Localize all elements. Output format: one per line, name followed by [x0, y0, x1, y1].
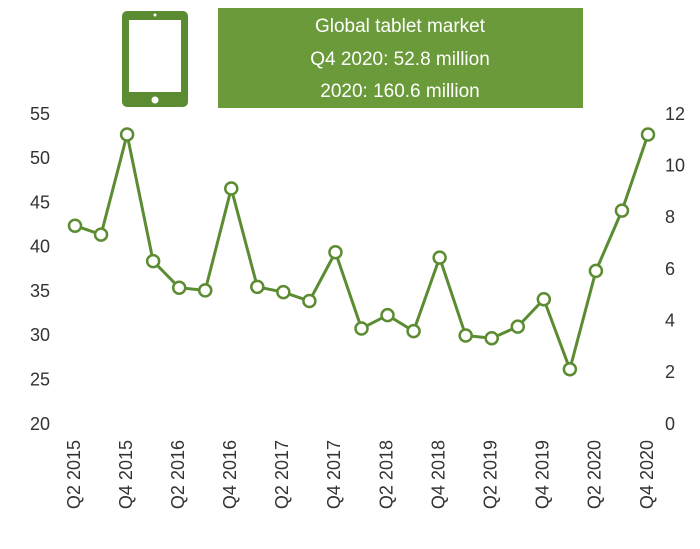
point: [67, 218, 83, 233]
x-tick-label: Q4 2015: [116, 440, 136, 509]
point: [614, 203, 630, 218]
point: [562, 361, 578, 377]
point: [171, 280, 187, 295]
point: [458, 328, 473, 343]
point: [380, 307, 395, 323]
annotation-box: [218, 8, 583, 108]
tablet-icon: [122, 11, 188, 107]
x-tick-label: Q4 2020: [637, 440, 657, 509]
x-tick-label: Q2 2016: [168, 440, 188, 509]
y2-tick-label: 10: [665, 155, 685, 175]
y2-tick-label: 8: [665, 207, 675, 227]
x-tick-label: Q4 2017: [324, 440, 344, 509]
x-tick-label: Q4 2016: [220, 440, 240, 509]
point: [328, 245, 343, 260]
point: [588, 263, 604, 279]
point: [197, 283, 213, 298]
x-tick-label: Q2 2019: [480, 440, 500, 509]
x-tick-label: Q2 2018: [376, 440, 396, 509]
x-tick-label: Q4 2018: [428, 440, 448, 509]
point: [276, 284, 291, 300]
y2-tick-label: 2: [665, 362, 675, 382]
y-tick-label: 50: [30, 148, 50, 168]
x-tick-label: Q2 2015: [64, 440, 84, 509]
point: [93, 227, 109, 242]
point: [354, 321, 369, 336]
y-tick-label: 20: [30, 414, 50, 434]
point: [145, 253, 161, 269]
x-tick-label: Q2 2020: [585, 440, 605, 509]
y-tick-label: 55: [30, 104, 50, 124]
y-tick-label: 45: [30, 192, 50, 212]
point: [432, 250, 447, 265]
y2-tick-label: 0: [665, 414, 675, 434]
x-tick-label: Q2 2017: [272, 440, 292, 509]
point: [510, 319, 526, 334]
y-tick-label: 35: [30, 281, 50, 301]
point: [640, 127, 656, 142]
point: [224, 181, 239, 196]
point: [484, 330, 499, 346]
point: [536, 291, 552, 307]
y-tick-label: 40: [30, 237, 50, 257]
point: [250, 279, 265, 295]
annotation: Global tablet market: [315, 16, 486, 37]
point: [406, 323, 421, 339]
y-tick-label: 30: [30, 325, 50, 345]
x-tick-label: Q4 2019: [533, 440, 553, 509]
annotation: 2020: 160.6 million: [320, 81, 480, 102]
y-tick-label: 25: [30, 369, 50, 389]
y2-tick-label: 12: [665, 104, 685, 124]
point: [119, 127, 135, 142]
point: [302, 293, 317, 309]
y2-tick-label: 4: [665, 310, 675, 330]
y2-tick-label: 6: [665, 259, 675, 279]
annotation: Q4 2020: 52.8 million: [310, 49, 490, 70]
